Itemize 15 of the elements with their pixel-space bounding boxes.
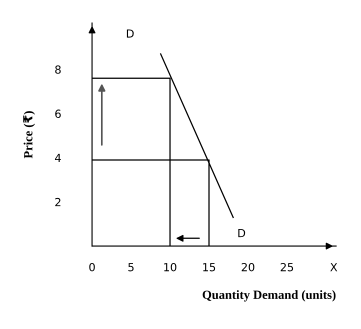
y-tick-label: 2 <box>55 198 60 206</box>
y-tick-label: 6 <box>55 110 61 118</box>
x-tick-label: X <box>330 263 338 272</box>
x-tick-label: 15 <box>203 263 216 272</box>
annotation: D <box>126 29 134 38</box>
y-tick-label: 8 <box>55 65 61 74</box>
x-tick-label: 25 <box>280 262 294 272</box>
x-tick-label: 20 <box>242 262 254 272</box>
annotation: D <box>238 229 246 238</box>
x-axis-title: Quantity Demand (units) <box>202 290 336 302</box>
x-tick-label: 0 <box>89 262 95 272</box>
y-tick-label: 4 <box>54 154 61 162</box>
y-axis-title: Price (₹) <box>23 111 35 158</box>
x-tick-label: 5 <box>128 263 134 272</box>
x-tick-label: 10 <box>164 262 176 272</box>
